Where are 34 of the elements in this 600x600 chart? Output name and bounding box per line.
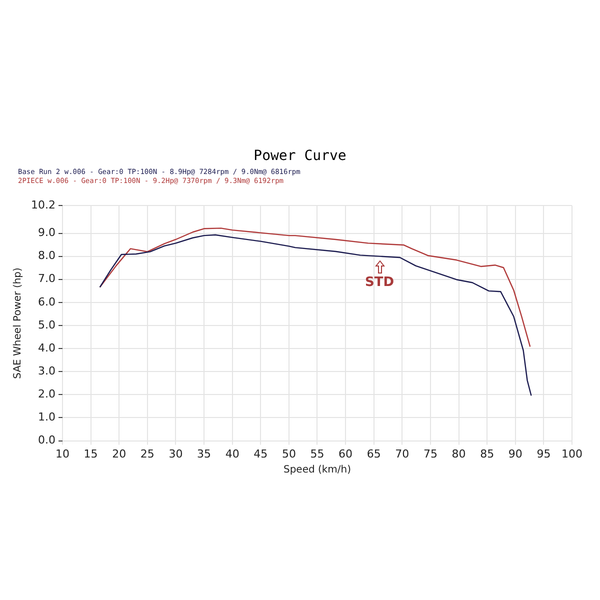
y-tick-label: 8.0 — [38, 249, 56, 262]
chart-title: Power Curve — [252, 148, 348, 166]
y-tick-label: 5.0 — [38, 318, 56, 332]
x-tick-label: 100 — [562, 447, 582, 460]
y-tick-label: 9.0 — [38, 226, 56, 240]
y-tick-label: 3.0 — [38, 364, 56, 378]
x-axis-title: Speed (km/h) — [283, 464, 352, 476]
x-tick-label: 60 — [338, 447, 353, 460]
y-tick-label: 6.0 — [38, 295, 56, 308]
x-tick-label: 30 — [168, 447, 183, 460]
x-tick-label: 95 — [536, 447, 551, 460]
x-tick-label: 75 — [423, 447, 438, 460]
y-tick-label: 7.0 — [38, 272, 56, 286]
x-tick-label: 80 — [452, 447, 466, 460]
y-axis-title: SAE Wheel Power (hp) — [12, 267, 24, 379]
y-tick-label: 0.0 — [38, 434, 56, 447]
y-tick-label: 4.0 — [38, 341, 56, 354]
x-tick-label: 35 — [197, 447, 212, 460]
x-tick-label: 90 — [508, 447, 522, 460]
x-tick-label: 50 — [282, 447, 296, 460]
y-tick-label: 2.0 — [38, 388, 56, 401]
x-tick-label: 65 — [366, 447, 381, 460]
x-tick-label: 85 — [480, 447, 494, 460]
x-tick-label: 20 — [112, 447, 126, 460]
x-tick-label: 55 — [310, 447, 324, 460]
x-tick-label: 15 — [84, 447, 98, 460]
x-tick-label: 40 — [225, 447, 240, 460]
x-tick-label: 70 — [395, 447, 410, 460]
x-tick-label: 10 — [55, 447, 70, 460]
x-tick-label: 45 — [254, 447, 268, 460]
x-tick-label: 25 — [140, 447, 154, 460]
annotation: STD — [365, 275, 394, 290]
y-tick-label: 10.2 — [30, 198, 56, 212]
y-tick-label: 1.0 — [38, 410, 56, 424]
